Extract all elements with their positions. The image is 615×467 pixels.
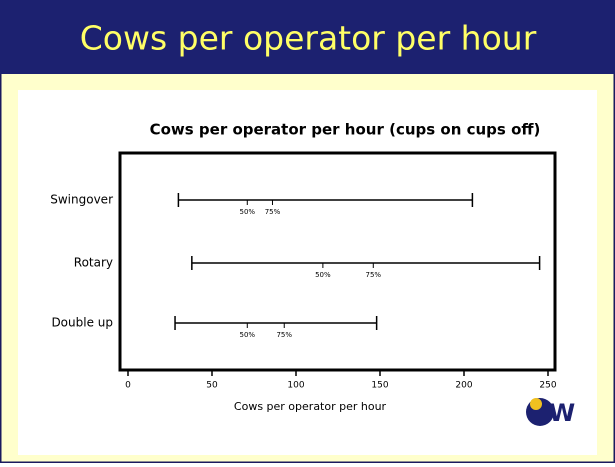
percentile-label: 75%: [365, 271, 381, 279]
percentile-label: 50%: [315, 271, 331, 279]
x-tick-label: 50: [206, 381, 218, 391]
category-label: Rotary: [74, 256, 113, 270]
x-tick-label: 250: [539, 381, 556, 391]
percentile-label: 75%: [276, 331, 292, 339]
x-axis-label: Cows per operator per hour: [234, 400, 387, 413]
x-tick-label: 150: [371, 381, 388, 391]
logo: W: [526, 398, 575, 427]
percentile-label: 50%: [239, 331, 255, 339]
logo-letter: W: [549, 399, 575, 427]
chart-panel: [18, 90, 597, 455]
x-tick-label: 200: [455, 381, 472, 391]
header-bar: [0, 0, 615, 74]
category-label: Double up: [51, 316, 113, 330]
header-title: Cows per operator per hour: [80, 19, 537, 58]
chart-title: Cows per operator per hour (cups on cups…: [150, 121, 541, 139]
logo-sun: [530, 398, 542, 410]
x-tick-label: 100: [287, 381, 304, 391]
category-label: Swingover: [50, 193, 113, 207]
x-tick-label: 0: [125, 381, 131, 391]
percentile-label: 50%: [239, 208, 255, 216]
plot-frame: [118, 151, 557, 372]
percentile-label: 75%: [265, 208, 281, 216]
